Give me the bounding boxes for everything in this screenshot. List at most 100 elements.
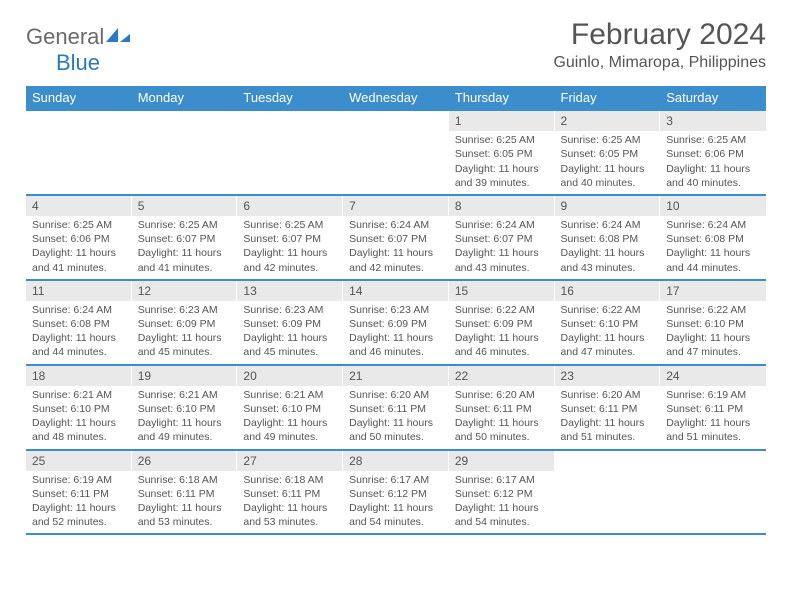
calendar-cell: 12Sunrise: 6:23 AMSunset: 6:09 PMDayligh…	[132, 280, 238, 365]
day-details: Sunrise: 6:25 AMSunset: 6:06 PMDaylight:…	[660, 131, 766, 194]
calendar-cell: 11Sunrise: 6:24 AMSunset: 6:08 PMDayligh…	[26, 280, 132, 365]
day-details: Sunrise: 6:21 AMSunset: 6:10 PMDaylight:…	[237, 386, 343, 449]
day-number: 5	[132, 196, 238, 216]
calendar-table: SundayMondayTuesdayWednesdayThursdayFrid…	[26, 86, 766, 535]
calendar-cell	[237, 110, 343, 195]
calendar-week-row: 11Sunrise: 6:24 AMSunset: 6:08 PMDayligh…	[26, 280, 766, 365]
day-number: 20	[237, 366, 343, 386]
day-details: Sunrise: 6:19 AMSunset: 6:11 PMDaylight:…	[26, 471, 132, 534]
day-number: 24	[660, 366, 766, 386]
weekday-header: Monday	[132, 86, 238, 110]
day-number: 16	[555, 281, 661, 301]
weekday-header: Tuesday	[237, 86, 343, 110]
day-number: 28	[343, 451, 449, 471]
day-details: Sunrise: 6:23 AMSunset: 6:09 PMDaylight:…	[132, 301, 238, 364]
day-details: Sunrise: 6:24 AMSunset: 6:08 PMDaylight:…	[555, 216, 661, 279]
calendar-cell: 13Sunrise: 6:23 AMSunset: 6:09 PMDayligh…	[237, 280, 343, 365]
day-details: Sunrise: 6:25 AMSunset: 6:06 PMDaylight:…	[26, 216, 132, 279]
calendar-cell: 26Sunrise: 6:18 AMSunset: 6:11 PMDayligh…	[132, 450, 238, 535]
day-number: 4	[26, 196, 132, 216]
title-block: February 2024 Guinlo, Mimaropa, Philippi…	[553, 18, 766, 72]
day-details: Sunrise: 6:25 AMSunset: 6:05 PMDaylight:…	[449, 131, 555, 194]
day-details: Sunrise: 6:22 AMSunset: 6:10 PMDaylight:…	[555, 301, 661, 364]
calendar-cell: 1Sunrise: 6:25 AMSunset: 6:05 PMDaylight…	[449, 110, 555, 195]
day-details: Sunrise: 6:23 AMSunset: 6:09 PMDaylight:…	[343, 301, 449, 364]
logo: General Blue	[26, 18, 132, 76]
calendar-cell: 20Sunrise: 6:21 AMSunset: 6:10 PMDayligh…	[237, 365, 343, 450]
day-number: 14	[343, 281, 449, 301]
day-number: 11	[26, 281, 132, 301]
logo-general: General	[26, 24, 104, 49]
weekday-header: Wednesday	[343, 86, 449, 110]
calendar-cell	[660, 450, 766, 535]
day-number: 22	[449, 366, 555, 386]
calendar-cell	[343, 110, 449, 195]
day-number: 18	[26, 366, 132, 386]
calendar-header-row: SundayMondayTuesdayWednesdayThursdayFrid…	[26, 86, 766, 110]
weekday-header: Saturday	[660, 86, 766, 110]
calendar-cell: 25Sunrise: 6:19 AMSunset: 6:11 PMDayligh…	[26, 450, 132, 535]
calendar-cell: 21Sunrise: 6:20 AMSunset: 6:11 PMDayligh…	[343, 365, 449, 450]
day-details: Sunrise: 6:17 AMSunset: 6:12 PMDaylight:…	[449, 471, 555, 534]
calendar-cell: 6Sunrise: 6:25 AMSunset: 6:07 PMDaylight…	[237, 195, 343, 280]
day-number: 15	[449, 281, 555, 301]
calendar-cell: 15Sunrise: 6:22 AMSunset: 6:09 PMDayligh…	[449, 280, 555, 365]
calendar-week-row: 4Sunrise: 6:25 AMSunset: 6:06 PMDaylight…	[26, 195, 766, 280]
day-number: 6	[237, 196, 343, 216]
day-details: Sunrise: 6:24 AMSunset: 6:08 PMDaylight:…	[660, 216, 766, 279]
location-subtitle: Guinlo, Mimaropa, Philippines	[553, 54, 766, 72]
calendar-cell: 22Sunrise: 6:20 AMSunset: 6:11 PMDayligh…	[449, 365, 555, 450]
day-details: Sunrise: 6:18 AMSunset: 6:11 PMDaylight:…	[237, 471, 343, 534]
calendar-cell: 24Sunrise: 6:19 AMSunset: 6:11 PMDayligh…	[660, 365, 766, 450]
weekday-header: Sunday	[26, 86, 132, 110]
calendar-cell: 9Sunrise: 6:24 AMSunset: 6:08 PMDaylight…	[555, 195, 661, 280]
month-title: February 2024	[553, 18, 766, 52]
day-number: 25	[26, 451, 132, 471]
day-details: Sunrise: 6:20 AMSunset: 6:11 PMDaylight:…	[555, 386, 661, 449]
day-details: Sunrise: 6:21 AMSunset: 6:10 PMDaylight:…	[26, 386, 132, 449]
day-details: Sunrise: 6:18 AMSunset: 6:11 PMDaylight:…	[132, 471, 238, 534]
calendar-cell: 10Sunrise: 6:24 AMSunset: 6:08 PMDayligh…	[660, 195, 766, 280]
day-details: Sunrise: 6:24 AMSunset: 6:07 PMDaylight:…	[343, 216, 449, 279]
day-details: Sunrise: 6:22 AMSunset: 6:09 PMDaylight:…	[449, 301, 555, 364]
weekday-header: Friday	[555, 86, 661, 110]
calendar-cell	[555, 450, 661, 535]
day-number: 1	[449, 111, 555, 131]
page-header: General Blue February 2024 Guinlo, Mimar…	[26, 18, 766, 76]
day-details: Sunrise: 6:20 AMSunset: 6:11 PMDaylight:…	[449, 386, 555, 449]
day-details: Sunrise: 6:23 AMSunset: 6:09 PMDaylight:…	[237, 301, 343, 364]
calendar-cell: 17Sunrise: 6:22 AMSunset: 6:10 PMDayligh…	[660, 280, 766, 365]
calendar-cell: 29Sunrise: 6:17 AMSunset: 6:12 PMDayligh…	[449, 450, 555, 535]
calendar-cell: 19Sunrise: 6:21 AMSunset: 6:10 PMDayligh…	[132, 365, 238, 450]
day-number: 21	[343, 366, 449, 386]
calendar-cell: 18Sunrise: 6:21 AMSunset: 6:10 PMDayligh…	[26, 365, 132, 450]
day-details: Sunrise: 6:25 AMSunset: 6:07 PMDaylight:…	[132, 216, 238, 279]
calendar-cell: 4Sunrise: 6:25 AMSunset: 6:06 PMDaylight…	[26, 195, 132, 280]
day-number: 29	[449, 451, 555, 471]
day-details: Sunrise: 6:25 AMSunset: 6:07 PMDaylight:…	[237, 216, 343, 279]
day-number: 19	[132, 366, 238, 386]
day-details: Sunrise: 6:17 AMSunset: 6:12 PMDaylight:…	[343, 471, 449, 534]
weekday-header: Thursday	[449, 86, 555, 110]
day-number: 9	[555, 196, 661, 216]
calendar-week-row: 1Sunrise: 6:25 AMSunset: 6:05 PMDaylight…	[26, 110, 766, 195]
day-number: 7	[343, 196, 449, 216]
logo-blue: Blue	[56, 50, 100, 75]
calendar-cell: 7Sunrise: 6:24 AMSunset: 6:07 PMDaylight…	[343, 195, 449, 280]
logo-text-wrap: General Blue	[26, 24, 132, 76]
day-number: 12	[132, 281, 238, 301]
day-details: Sunrise: 6:25 AMSunset: 6:05 PMDaylight:…	[555, 131, 661, 194]
calendar-cell: 23Sunrise: 6:20 AMSunset: 6:11 PMDayligh…	[555, 365, 661, 450]
day-details: Sunrise: 6:19 AMSunset: 6:11 PMDaylight:…	[660, 386, 766, 449]
day-details: Sunrise: 6:21 AMSunset: 6:10 PMDaylight:…	[132, 386, 238, 449]
day-number: 26	[132, 451, 238, 471]
calendar-cell: 16Sunrise: 6:22 AMSunset: 6:10 PMDayligh…	[555, 280, 661, 365]
day-number: 10	[660, 196, 766, 216]
day-details: Sunrise: 6:24 AMSunset: 6:08 PMDaylight:…	[26, 301, 132, 364]
calendar-cell	[132, 110, 238, 195]
sail-icon	[104, 26, 132, 44]
day-number: 8	[449, 196, 555, 216]
day-number: 13	[237, 281, 343, 301]
day-details: Sunrise: 6:24 AMSunset: 6:07 PMDaylight:…	[449, 216, 555, 279]
calendar-cell: 2Sunrise: 6:25 AMSunset: 6:05 PMDaylight…	[555, 110, 661, 195]
